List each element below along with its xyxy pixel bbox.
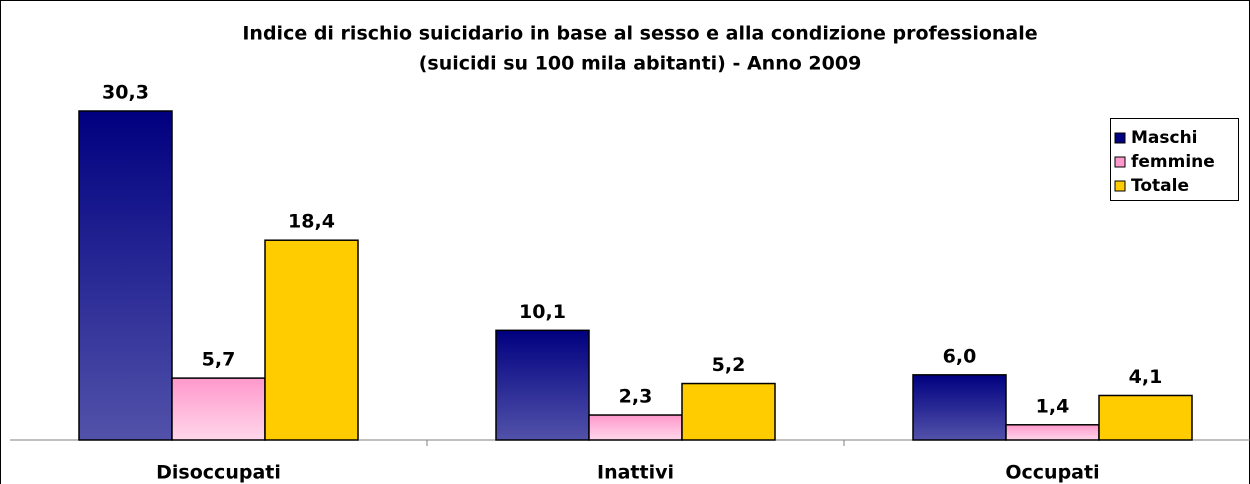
data-label: 1,4 <box>1036 395 1070 417</box>
bar <box>264 239 359 441</box>
data-label: 10,1 <box>519 301 566 323</box>
legend-label: Totale <box>1131 176 1189 196</box>
legend-swatch <box>1114 180 1126 192</box>
legend-swatch <box>1114 156 1126 168</box>
legend-swatch <box>1114 132 1126 144</box>
x-tick-label: Occupati <box>1005 462 1099 484</box>
legend <box>1110 118 1239 201</box>
data-label: 5,7 <box>202 349 236 371</box>
data-label: 2,3 <box>619 386 653 408</box>
bar <box>171 377 266 441</box>
bar <box>912 374 1007 441</box>
bar <box>681 382 776 441</box>
bar <box>1005 424 1100 441</box>
legend-label: femmine <box>1131 152 1215 172</box>
data-label: 5,2 <box>712 354 746 376</box>
bar <box>495 329 590 441</box>
bar <box>78 110 173 441</box>
legend-label: Maschi <box>1131 128 1198 148</box>
data-label: 4,1 <box>1129 366 1163 388</box>
data-label: 6,0 <box>943 345 977 367</box>
x-tick-label: Disoccupati <box>156 462 281 484</box>
chart-title: Indice di rischio suicidario in base al … <box>242 23 1037 45</box>
x-tick-label: Inattivi <box>597 462 674 484</box>
bar <box>588 414 683 441</box>
bar <box>1098 394 1193 441</box>
data-label: 30,3 <box>102 82 149 104</box>
chart-subtitle: (suicidi su 100 mila abitanti) - Anno 20… <box>419 53 862 75</box>
data-label: 18,4 <box>288 211 335 233</box>
